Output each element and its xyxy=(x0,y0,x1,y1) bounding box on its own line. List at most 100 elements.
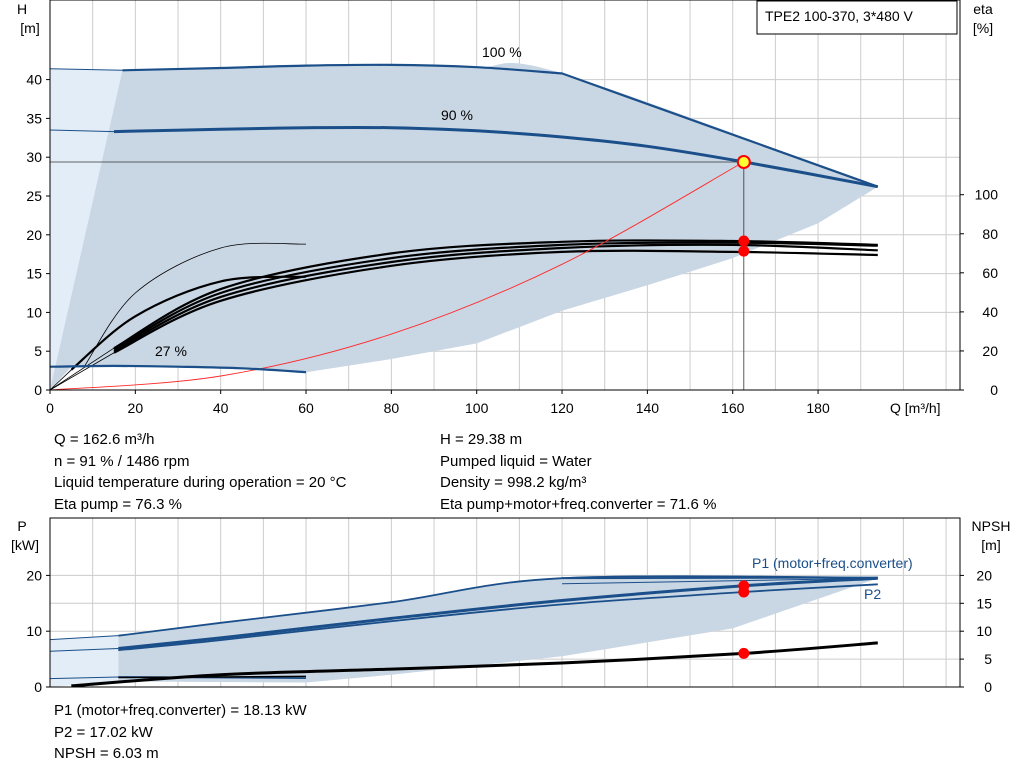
info-head: H = 29.38 m xyxy=(440,431,523,448)
bottom-ticks: 0 10 20 0 5 10 15 20 xyxy=(26,567,992,695)
info-eta-total: Eta pump+motor+freq.converter = 71.6 % xyxy=(440,495,717,513)
legend-box-text: TPE2 100-370, 3*480 V xyxy=(765,8,914,24)
top-left-tick-label: 25 xyxy=(26,188,42,204)
bottom-left-axis-label-2: [kW] xyxy=(11,537,39,553)
top-x-tick-label: 140 xyxy=(636,400,660,416)
top-x-tick-label: 60 xyxy=(298,400,314,416)
efficiency-curve-0 xyxy=(113,249,878,354)
top-x-tick-label: 20 xyxy=(128,400,144,416)
duty-point-marker xyxy=(736,155,751,170)
bottom-right-tick-label: 5 xyxy=(984,651,992,667)
power-max-extension xyxy=(49,635,119,641)
top-left-tick-label: 20 xyxy=(26,227,42,243)
head-curve-27 xyxy=(49,364,307,374)
top-right-tick-label: 40 xyxy=(982,304,998,320)
bottom-plot-frame xyxy=(49,517,961,688)
top-left-tick-label: 40 xyxy=(26,72,42,88)
curve-label-90: 90 % xyxy=(441,107,473,123)
info-p1: P1 (motor+freq.converter) = 18.13 kW xyxy=(54,702,307,719)
top-right-tick-label: 0 xyxy=(990,382,998,398)
top-operating-area xyxy=(50,63,878,391)
bottom-left-axis-label-1: P xyxy=(17,518,26,534)
bottom-right-tick-label: 10 xyxy=(976,623,992,639)
power-max-flat xyxy=(562,576,878,580)
top-x-tick-label: 40 xyxy=(213,400,229,416)
top-x-tick-label: 100 xyxy=(465,400,489,416)
top-x-tick-label: 180 xyxy=(806,400,830,416)
origin-fan-line-1 xyxy=(49,352,115,391)
bottom-left-tick-label: 10 xyxy=(26,623,42,639)
curve-label-27: 27 % xyxy=(155,343,187,359)
info-p2: P2 = 17.02 kW xyxy=(54,723,153,741)
info-density: Density = 998.2 kg/m³ xyxy=(440,474,587,491)
efficiency-duty-marker-0 xyxy=(738,235,750,247)
info-pumped-liquid: Pumped liquid = Water xyxy=(440,452,592,470)
top-right-tick-label: 100 xyxy=(975,187,999,203)
curve-label-100: 100 % xyxy=(482,44,522,60)
head-100-extension xyxy=(49,68,123,71)
system-curve xyxy=(49,161,745,391)
p1-extension xyxy=(49,647,119,652)
bottom-low-speed-area xyxy=(50,635,119,687)
efficiency-curve-1 xyxy=(113,243,878,353)
top-right-axis-label-2: [%] xyxy=(973,20,993,36)
top-x-axis-label: Q [m³/h] xyxy=(890,400,941,416)
top-left-axis-label-2: [m] xyxy=(20,20,39,36)
top-low-speed-area xyxy=(50,68,123,391)
top-left-tick-label: 5 xyxy=(34,343,42,359)
bottom-left-tick-label: 0 xyxy=(34,679,42,695)
efficiency-curve-4 xyxy=(70,275,307,371)
top-curves xyxy=(49,63,879,391)
p1-curve xyxy=(118,576,878,650)
origin-fan-line-2 xyxy=(49,347,115,391)
bottom-curves xyxy=(49,575,878,688)
top-x-tick-label: 120 xyxy=(550,400,574,416)
p2-duty-marker xyxy=(738,586,750,598)
top-left-tick-label: 10 xyxy=(26,304,42,320)
origin-fan-line-0 xyxy=(49,369,72,391)
top-left-tick-label: 30 xyxy=(26,149,42,165)
top-left-tick-label: 15 xyxy=(26,266,42,282)
info-liquid-temperature: Liquid temperature during operation = 20… xyxy=(54,474,347,491)
npsh-low-curve xyxy=(118,675,307,679)
bottom-right-tick-label: 20 xyxy=(976,567,992,583)
head-90-extension xyxy=(49,129,115,133)
bottom-right-axis-label-1: NPSH xyxy=(972,518,1011,534)
bottom-left-tick-label: 20 xyxy=(26,567,42,583)
duty-info-left: Q = 162.6 m³/h n = 91 % / 1486 rpm Liqui… xyxy=(54,429,346,515)
top-x-tick-label: 160 xyxy=(721,400,745,416)
top-right-axis-label-1: eta xyxy=(973,1,993,17)
top-chart: 0 5 10 15 20 25 30 35 40 0 20 40 60 80 100 0 20 40 60 80 100… xyxy=(17,0,998,416)
bottom-chart: 0 10 20 0 5 10 15 20 P [kW] NPSH [m] P1 (motor+… xyxy=(11,517,1011,695)
power-max-curve xyxy=(118,575,878,637)
top-x-tick-label: 80 xyxy=(384,400,400,416)
bottom-operating-area xyxy=(50,576,878,687)
series-label-p1: P1 (motor+freq.converter) xyxy=(752,555,913,571)
top-right-tick-label: 60 xyxy=(982,265,998,281)
info-speed: n = 91 % / 1486 rpm xyxy=(54,452,190,470)
top-ticks: 0 5 10 15 20 25 30 35 40 0 20 40 60 80 100 0 20 40 60 80 100… xyxy=(26,72,998,416)
low-power-extension xyxy=(49,676,119,680)
series-label-p2: P2 xyxy=(864,586,881,602)
power-info: P1 (motor+freq.converter) = 18.13 kW P2 … xyxy=(54,700,307,765)
legend-box xyxy=(756,0,958,35)
bottom-right-axis-label-2: [m] xyxy=(981,537,1000,553)
bottom-operating-range-fill xyxy=(118,576,878,683)
efficiency-duty-marker-1 xyxy=(738,245,750,257)
duty-info-right: H = 29.38 m Pumped liquid = Water Densit… xyxy=(440,429,716,515)
top-operating-range-fill xyxy=(50,63,878,390)
top-left-tick-label: 0 xyxy=(34,382,42,398)
bottom-right-tick-label: 15 xyxy=(976,595,992,611)
info-npsh: NPSH = 6.03 m xyxy=(54,745,159,762)
efficiency-curve-5 xyxy=(83,242,307,367)
info-eta-pump: Eta pump = 76.3 % xyxy=(54,495,182,513)
bottom-right-tick-label: 0 xyxy=(984,679,992,695)
info-flow: Q = 162.6 m³/h xyxy=(54,431,155,448)
power-max-inner xyxy=(562,577,878,585)
p2-curve xyxy=(118,583,878,652)
head-curve-100 xyxy=(122,63,879,188)
top-left-tick-label: 35 xyxy=(26,110,42,126)
top-x-tick-label: 0 xyxy=(46,400,54,416)
head-curve-90 xyxy=(113,125,879,189)
